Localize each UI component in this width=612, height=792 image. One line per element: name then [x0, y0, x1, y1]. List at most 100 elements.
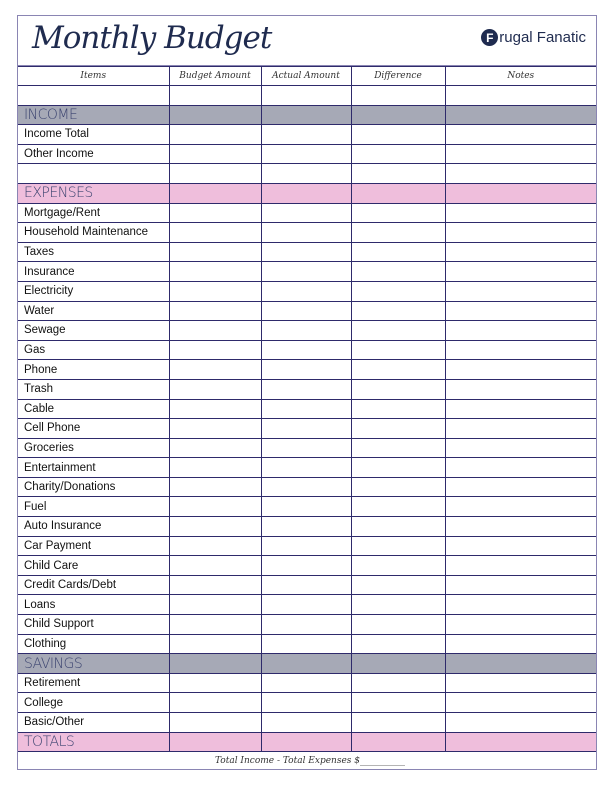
entry-cell[interactable]	[350, 574, 446, 596]
entry-cell[interactable]	[260, 320, 352, 341]
entry-cell[interactable]	[168, 692, 262, 713]
entry-cell[interactable]	[444, 712, 596, 733]
entry-cell[interactable]	[444, 241, 596, 263]
entry-cell[interactable]	[444, 280, 596, 302]
entry-cell[interactable]	[168, 398, 262, 420]
entry-cell[interactable]	[168, 300, 262, 322]
entry-cell[interactable]	[350, 202, 446, 224]
entry-cell[interactable]	[260, 633, 352, 655]
entry-cell[interactable]	[168, 320, 262, 341]
entry-cell[interactable]	[444, 222, 596, 243]
entry-cell[interactable]	[444, 143, 596, 165]
entry-cell[interactable]	[168, 437, 262, 459]
entry-cell[interactable]	[168, 339, 262, 361]
entry-cell[interactable]	[260, 614, 352, 635]
entry-cell[interactable]	[444, 339, 596, 361]
entry-cell[interactable]	[260, 398, 352, 420]
entry-cell[interactable]	[444, 692, 596, 713]
entry-cell[interactable]	[260, 437, 352, 459]
entry-cell[interactable]	[168, 672, 262, 694]
entry-cell[interactable]	[168, 143, 262, 165]
entry-cell[interactable]	[444, 457, 596, 478]
entry-cell[interactable]	[168, 378, 262, 400]
entry-cell[interactable]	[260, 202, 352, 224]
entry-cell[interactable]	[350, 437, 446, 459]
entry-cell[interactable]	[444, 476, 596, 498]
entry-cell[interactable]	[168, 574, 262, 596]
entry-cell[interactable]	[350, 222, 446, 243]
entry-cell[interactable]	[168, 222, 262, 243]
entry-cell[interactable]	[168, 614, 262, 635]
entry-cell[interactable]	[260, 457, 352, 478]
entry-cell[interactable]	[168, 261, 262, 282]
entry-cell[interactable]	[444, 516, 596, 537]
entry-cell[interactable]	[350, 712, 446, 733]
entry-cell[interactable]	[444, 594, 596, 616]
entry-cell[interactable]	[260, 222, 352, 243]
entry-cell[interactable]	[350, 378, 446, 400]
entry-cell[interactable]	[350, 261, 446, 282]
entry-cell[interactable]	[260, 241, 352, 263]
entry-cell[interactable]	[350, 124, 446, 145]
entry-cell[interactable]	[350, 614, 446, 635]
entry-cell[interactable]	[444, 359, 596, 380]
entry-cell[interactable]	[260, 712, 352, 733]
entry-cell[interactable]	[168, 535, 262, 557]
entry-cell[interactable]	[260, 594, 352, 616]
entry-cell[interactable]	[350, 241, 446, 263]
entry-cell[interactable]	[444, 378, 596, 400]
entry-cell[interactable]	[168, 202, 262, 224]
entry-cell[interactable]	[260, 476, 352, 498]
entry-cell[interactable]	[350, 339, 446, 361]
entry-cell[interactable]	[444, 320, 596, 341]
entry-cell[interactable]	[350, 633, 446, 655]
entry-cell[interactable]	[350, 476, 446, 498]
entry-cell[interactable]	[168, 594, 262, 616]
entry-cell[interactable]	[444, 535, 596, 557]
entry-cell[interactable]	[350, 143, 446, 165]
entry-cell[interactable]	[260, 378, 352, 400]
entry-cell[interactable]	[168, 280, 262, 302]
entry-cell[interactable]	[260, 124, 352, 145]
entry-cell[interactable]	[350, 280, 446, 302]
entry-cell[interactable]	[444, 555, 596, 576]
entry-cell[interactable]	[444, 300, 596, 322]
entry-cell[interactable]	[260, 516, 352, 537]
entry-cell[interactable]	[260, 300, 352, 322]
entry-cell[interactable]	[260, 261, 352, 282]
entry-cell[interactable]	[350, 516, 446, 537]
entry-cell[interactable]	[168, 496, 262, 518]
entry-cell[interactable]	[350, 496, 446, 518]
entry-cell[interactable]	[350, 535, 446, 557]
entry-cell[interactable]	[444, 633, 596, 655]
entry-cell[interactable]	[350, 418, 446, 439]
entry-cell[interactable]	[260, 692, 352, 713]
entry-cell[interactable]	[444, 672, 596, 694]
entry-cell[interactable]	[444, 574, 596, 596]
entry-cell[interactable]	[444, 261, 596, 282]
entry-cell[interactable]	[350, 300, 446, 322]
entry-cell[interactable]	[168, 457, 262, 478]
entry-cell[interactable]	[444, 496, 596, 518]
entry-cell[interactable]	[350, 594, 446, 616]
entry-cell[interactable]	[260, 496, 352, 518]
entry-cell[interactable]	[350, 672, 446, 694]
entry-cell[interactable]	[168, 712, 262, 733]
entry-cell[interactable]	[168, 241, 262, 263]
entry-cell[interactable]	[444, 398, 596, 420]
entry-cell[interactable]	[260, 359, 352, 380]
entry-cell[interactable]	[260, 143, 352, 165]
entry-cell[interactable]	[444, 202, 596, 224]
entry-cell[interactable]	[260, 280, 352, 302]
entry-cell[interactable]	[350, 320, 446, 341]
entry-cell[interactable]	[350, 359, 446, 380]
entry-cell[interactable]	[168, 555, 262, 576]
entry-cell[interactable]	[350, 692, 446, 713]
entry-cell[interactable]	[260, 574, 352, 596]
entry-cell[interactable]	[350, 398, 446, 420]
entry-cell[interactable]	[168, 418, 262, 439]
entry-cell[interactable]	[168, 359, 262, 380]
entry-cell[interactable]	[168, 633, 262, 655]
entry-cell[interactable]	[168, 124, 262, 145]
entry-cell[interactable]	[444, 418, 596, 439]
